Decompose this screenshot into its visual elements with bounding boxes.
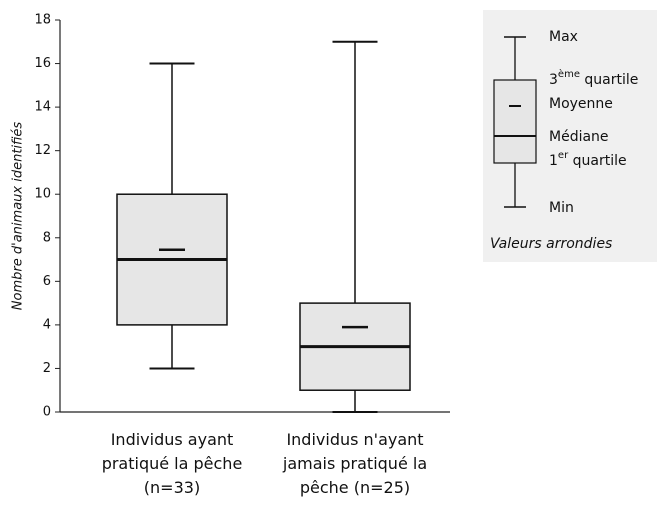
y-tick-label: 12 [34, 143, 51, 158]
legend-label-part: quartile [568, 153, 626, 169]
y-tick-label: 18 [34, 13, 51, 28]
y-tick-label: 4 [43, 317, 51, 332]
legend-label-sup: er [558, 150, 569, 161]
y-tick-label: 2 [43, 361, 51, 376]
x-tick-label: Individus ayant pratiqué la pêche (n=33) [101, 430, 243, 497]
x-tick-label: Individus n'ayant jamais pratiqué la pêc… [282, 430, 428, 497]
legend-box [493, 79, 537, 164]
y-tick-label: 8 [43, 230, 51, 245]
legend-note: Valeurs arrondies [490, 236, 612, 252]
y-tick-label: 16 [34, 56, 51, 71]
legend-label-sup: ème [558, 68, 580, 80]
legend-label: 1er quartile [549, 150, 627, 169]
legend-label: Max [549, 29, 578, 45]
legend-label-part: 3 [549, 72, 558, 88]
y-axis-label: Nombre d'animaux identifiés [11, 122, 26, 311]
y-tick-label: 10 [34, 187, 51, 202]
legend-label: Moyenne [549, 96, 613, 112]
y-tick-label: 0 [43, 405, 51, 420]
y-tick-label: 6 [43, 274, 51, 289]
legend-label-part: quartile [580, 72, 638, 88]
legend-label: Médiane [549, 129, 609, 145]
legend-label-part: 1 [549, 153, 558, 169]
y-tick-label: 14 [34, 100, 51, 115]
legend-label: Min [549, 200, 574, 216]
legend-label: 3ème quartile [549, 68, 638, 88]
